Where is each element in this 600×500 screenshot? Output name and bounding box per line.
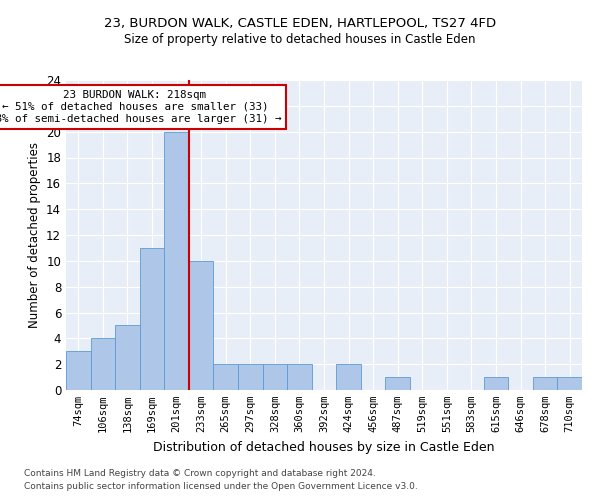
- Bar: [287, 364, 312, 390]
- X-axis label: Distribution of detached houses by size in Castle Eden: Distribution of detached houses by size …: [153, 440, 495, 454]
- Bar: [484, 377, 508, 390]
- Text: 23, BURDON WALK, CASTLE EDEN, HARTLEPOOL, TS27 4FD: 23, BURDON WALK, CASTLE EDEN, HARTLEPOOL…: [104, 18, 496, 30]
- Bar: [66, 351, 91, 390]
- Text: Contains public sector information licensed under the Open Government Licence v3: Contains public sector information licen…: [24, 482, 418, 491]
- Bar: [385, 377, 410, 390]
- Bar: [91, 338, 115, 390]
- Bar: [238, 364, 263, 390]
- Bar: [533, 377, 557, 390]
- Bar: [557, 377, 582, 390]
- Bar: [164, 132, 189, 390]
- Bar: [263, 364, 287, 390]
- Text: 23 BURDON WALK: 218sqm
← 51% of detached houses are smaller (33)
48% of semi-det: 23 BURDON WALK: 218sqm ← 51% of detached…: [0, 90, 281, 124]
- Y-axis label: Number of detached properties: Number of detached properties: [28, 142, 41, 328]
- Bar: [336, 364, 361, 390]
- Bar: [140, 248, 164, 390]
- Bar: [214, 364, 238, 390]
- Bar: [115, 326, 140, 390]
- Text: Contains HM Land Registry data © Crown copyright and database right 2024.: Contains HM Land Registry data © Crown c…: [24, 468, 376, 477]
- Bar: [189, 261, 214, 390]
- Text: Size of property relative to detached houses in Castle Eden: Size of property relative to detached ho…: [124, 32, 476, 46]
